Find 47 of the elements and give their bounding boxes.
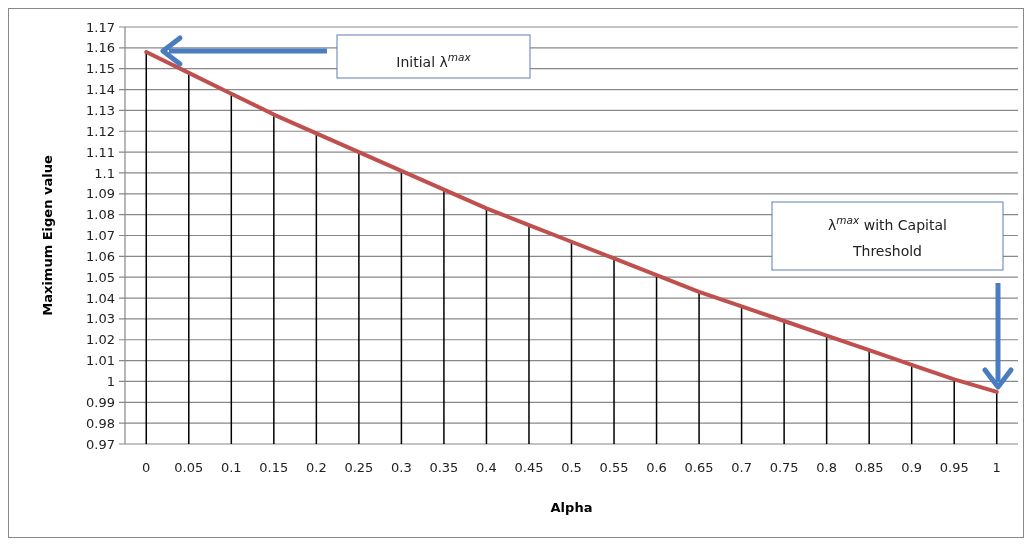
y-tick-label: 1.02 <box>86 332 115 348</box>
x-tick-label: 0.65 <box>684 460 714 475</box>
x-tick-label: 0.1 <box>220 460 242 475</box>
x-tick-label: 0.85 <box>854 460 884 475</box>
y-tick-label: 0.97 <box>86 436 115 452</box>
x-tick-label: 0.05 <box>174 460 204 475</box>
x-tick-label: 0.95 <box>939 460 969 475</box>
x-axis-title: Alpha <box>550 500 593 515</box>
x-tick-label: 1 <box>992 460 1001 475</box>
y-tick-label: 1 <box>106 374 115 389</box>
y-tick-label: 1.17 <box>86 19 115 35</box>
x-tick-label: 0.4 <box>476 460 497 475</box>
x-tick-label: 0.2 <box>306 460 327 475</box>
x-tick-label: 0 <box>142 460 151 475</box>
x-tick-label: 0.6 <box>646 460 667 475</box>
y-tick-label: 1.04 <box>86 290 115 306</box>
x-tick-label: 0.45 <box>514 460 544 475</box>
x-tick-label: 0.55 <box>599 460 629 475</box>
y-tick-label: 1.13 <box>86 102 115 118</box>
x-tick-label: 0.25 <box>344 460 374 475</box>
annotation: λ$^{max}$ with Capital Threshold <box>828 214 947 259</box>
y-tick-label: 1.16 <box>86 40 115 56</box>
y-tick-label: 1.03 <box>86 311 115 327</box>
y-tick-label: 0.98 <box>86 415 115 431</box>
x-tick-label: 0.7 <box>731 460 752 475</box>
y-tick-label: 1.01 <box>86 353 115 369</box>
annotation: Initial λ$^{max}$ <box>396 50 472 70</box>
x-tick-label: 0.3 <box>391 460 412 475</box>
line-series <box>144 50 999 394</box>
y-tick-label: 1.07 <box>86 228 115 244</box>
y-tick-label: 1.09 <box>86 186 115 202</box>
y-tick-label: 1.15 <box>86 61 115 77</box>
x-tick-label: 0.9 <box>901 460 923 475</box>
x-tick-label: 0.5 <box>561 460 582 475</box>
y-tick-label: 1.06 <box>86 248 115 264</box>
y-tick-label: 0.99 <box>86 394 115 410</box>
y-tick-label: 1.08 <box>86 207 115 223</box>
x-tick-label: 0.35 <box>429 460 459 475</box>
x-tick-label: 0.8 <box>816 460 837 475</box>
x-tick-label: 0.15 <box>259 460 289 475</box>
y-tick-label: 1.1 <box>94 165 115 181</box>
y-axis-title: Maximum Eigen value <box>40 155 55 316</box>
y-tick-label: 1.05 <box>86 269 115 285</box>
y-tick-label: 1.12 <box>86 123 115 139</box>
x-tick-label: 0.75 <box>769 460 799 475</box>
y-tick-label: 1.14 <box>86 82 115 98</box>
y-tick-label: 1.11 <box>86 144 115 160</box>
